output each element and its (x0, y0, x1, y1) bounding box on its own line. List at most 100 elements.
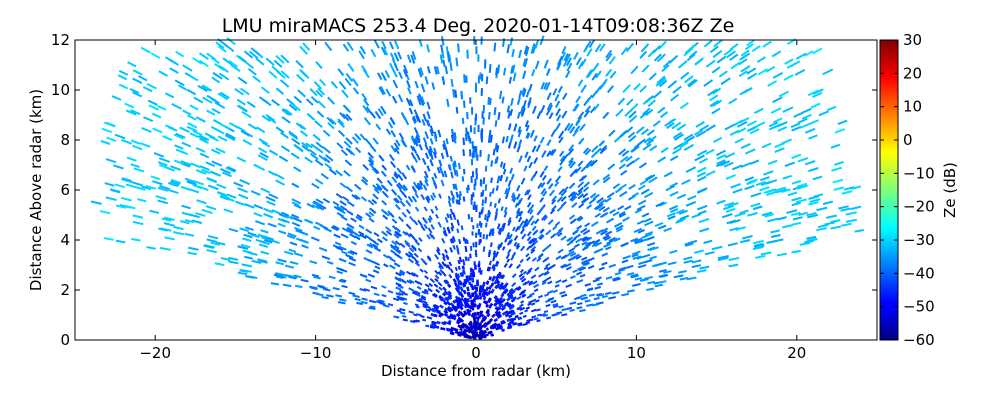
radar-gate (716, 55, 727, 64)
radar-gate (416, 313, 422, 317)
radar-gate (552, 289, 559, 294)
radar-gate (399, 189, 405, 195)
radar-gate (281, 107, 292, 116)
radar-gate (683, 133, 694, 141)
radar-gate (349, 249, 358, 255)
radar-gate (669, 190, 679, 197)
radar-gate (529, 242, 535, 249)
radar-gate (560, 189, 567, 197)
radar-gate (206, 109, 216, 116)
radar-gate (761, 211, 773, 217)
radar-gate (781, 188, 791, 194)
radar-gate (132, 220, 144, 226)
radar-gate (645, 108, 654, 117)
radar-gate (414, 261, 421, 267)
radar-gate (638, 199, 647, 206)
radar-gate (495, 311, 500, 317)
radar-gate (611, 291, 620, 295)
radar-gate (711, 87, 722, 95)
radar-gate (346, 254, 354, 259)
radar-gate (290, 152, 300, 160)
radar-gate (354, 194, 361, 200)
radar-gate (622, 84, 631, 93)
radar-gate (186, 88, 197, 96)
radar-gate (381, 294, 387, 298)
radar-gate (396, 183, 402, 190)
radar-gate (573, 233, 581, 240)
radar-gate (467, 184, 470, 191)
radar-gate (560, 254, 568, 260)
radar-gate (120, 196, 132, 202)
radar-gate (705, 59, 716, 68)
radar-gate (420, 83, 426, 93)
radar-gate (500, 274, 505, 280)
radar-gate (506, 232, 511, 238)
radar-gate (767, 159, 778, 166)
radar-gate (450, 226, 454, 232)
radar-gate (458, 256, 463, 263)
radar-gate (609, 70, 617, 79)
radar-gate (284, 264, 295, 269)
radar-gate (536, 308, 541, 312)
radar-gate (293, 95, 303, 104)
radar-gate (808, 134, 818, 140)
radar-gate (131, 91, 143, 98)
radar-gate (237, 271, 248, 276)
radar-gate (765, 179, 778, 185)
radar-gate (641, 212, 650, 218)
radar-gate (394, 203, 401, 211)
radar-gate (530, 220, 536, 226)
radar-gate (293, 144, 302, 151)
radar-gate (318, 78, 327, 87)
radar-gate (676, 193, 687, 200)
radar-gate (360, 178, 369, 186)
radar-gate (201, 168, 211, 175)
radar-gate (225, 132, 236, 140)
radar-gate (525, 124, 530, 132)
radar-gate (466, 329, 472, 334)
radar-gate (398, 132, 405, 140)
radar-gate (452, 183, 456, 190)
radar-gate (485, 76, 489, 85)
radar-gate (595, 204, 603, 211)
radar-gate (637, 264, 647, 269)
radar-gate (257, 233, 267, 239)
radar-gate (729, 129, 740, 136)
radar-gate (328, 168, 337, 176)
radar-gate (456, 249, 460, 255)
radar-gate (277, 258, 287, 263)
radar-gate (168, 189, 179, 194)
radar-gate (472, 225, 475, 230)
radar-gate (642, 96, 652, 105)
radar-gate (245, 275, 255, 279)
radar-gate (329, 117, 337, 126)
radar-gate (681, 178, 691, 186)
radar-gate (460, 272, 465, 278)
radar-gate (458, 194, 462, 201)
radar-gate (426, 234, 431, 240)
radar-gate (521, 107, 526, 116)
radar-gate (501, 303, 507, 309)
radar-gate (699, 265, 710, 270)
radar-gate (317, 284, 325, 289)
radar-gate (278, 155, 289, 163)
radar-gate (437, 129, 442, 138)
radar-gate (713, 39, 723, 48)
radar-gate (489, 302, 494, 308)
radar-gate (471, 107, 474, 115)
radar-gate (711, 107, 721, 115)
radar-gate (496, 298, 501, 303)
radar-gate (728, 256, 740, 261)
radar-gate (279, 79, 290, 88)
radar-gate (456, 219, 460, 226)
radar-gate (736, 127, 747, 134)
radar-gate (480, 319, 484, 324)
radar-gate (322, 129, 331, 137)
radar-gate (575, 271, 583, 276)
radar-gate (420, 96, 426, 105)
radar-gate (526, 236, 532, 242)
radar-gate (484, 222, 488, 228)
radar-gate (470, 176, 473, 183)
radar-gate (581, 296, 588, 301)
radar-gate (408, 279, 415, 284)
